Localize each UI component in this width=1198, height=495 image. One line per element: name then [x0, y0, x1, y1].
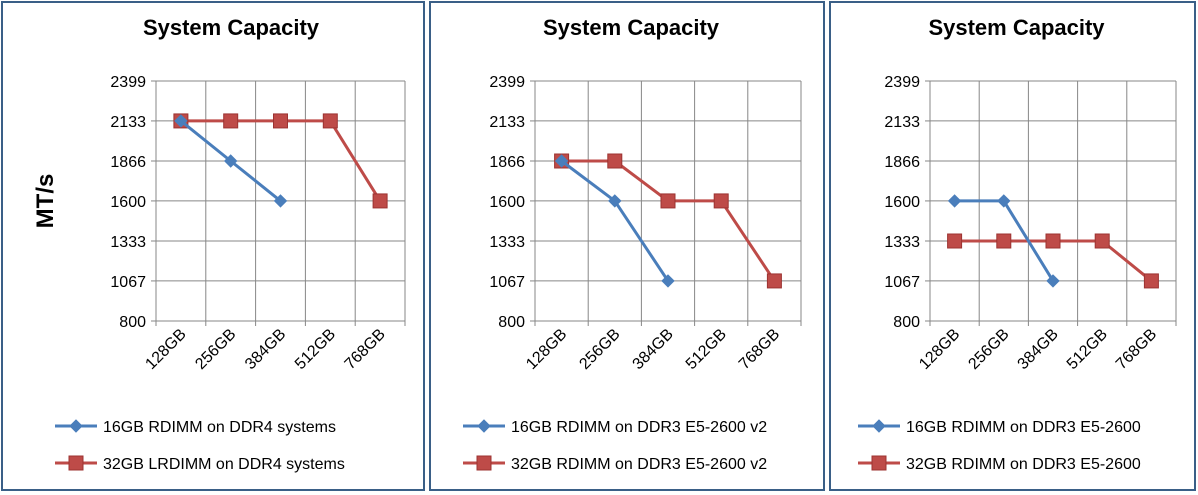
chart-title: System Capacity — [543, 15, 720, 40]
chart-panel-ddr3-v2: System Capacity 2399 2133 1866 1600 1333 1067 8… — [429, 1, 825, 491]
series-line — [560, 159, 670, 282]
legend-marker — [871, 455, 887, 471]
legend-marker — [476, 455, 492, 471]
y-tick-label: 2133 — [884, 114, 920, 131]
chart-svg-ddr3-v2: System Capacity 2399 2133 1866 1600 1333 1067 8… — [463, 15, 802, 473]
legend-marker — [68, 455, 84, 471]
y-tick-label: 2133 — [110, 114, 146, 131]
legend-marker — [872, 419, 886, 433]
x-tick-label: 128GB — [523, 326, 570, 373]
x-tick-label: 384GB — [630, 326, 677, 373]
x-tick-label: 512GB — [1064, 326, 1111, 373]
y-tick-label: 1866 — [489, 154, 525, 171]
series-line — [561, 159, 776, 282]
data-point — [554, 154, 569, 168]
data-point — [1046, 274, 1060, 288]
data-point — [273, 113, 288, 129]
y-tick-label: 2133 — [489, 114, 525, 131]
legend-marker — [69, 419, 83, 433]
x-tick-label: 384GB — [1015, 326, 1062, 373]
legend-entry: 16GB RDIMM on DDR4 systems — [103, 419, 336, 436]
y-tick-label: 2399 — [110, 74, 146, 91]
y-tick-label: 1333 — [884, 234, 920, 251]
legend-entry: 16GB RDIMM on DDR3 E5-2600 v2 — [511, 419, 767, 436]
data-point — [1143, 273, 1159, 289]
x-tick-label: 512GB — [292, 326, 339, 373]
data-point — [996, 233, 1012, 249]
x-tick-label: 256GB — [965, 326, 1012, 373]
data-point — [223, 154, 238, 168]
x-tick-label: 512GB — [683, 326, 730, 373]
y-tick-label: 1866 — [110, 154, 146, 171]
y-tick-label: 1866 — [884, 154, 920, 171]
legend-entry: 16GB RDIMM on DDR3 E5-2600 — [906, 419, 1141, 436]
y-tick-label: 1333 — [110, 234, 146, 251]
chart-title: System Capacity — [928, 15, 1105, 40]
y-tick-label: 1600 — [884, 194, 920, 211]
data-point — [1094, 233, 1110, 249]
legend-entry: 32GB LRDIMM on DDR4 systems — [103, 456, 345, 473]
y-tick-label: 1067 — [110, 274, 146, 291]
x-tick-label: 768GB — [1113, 326, 1160, 373]
y-tick-label: 800 — [893, 314, 920, 331]
chart-title: System Capacity — [143, 15, 320, 40]
data-point — [947, 233, 963, 249]
y-tick-label: 1600 — [489, 194, 525, 211]
data-point — [947, 194, 962, 208]
data-point — [174, 114, 188, 128]
x-tick-label: 128GB — [916, 326, 963, 373]
chart-svg-ddr3: System Capacity 2399 2133 1866 1600 1333 1067 8… — [858, 15, 1177, 473]
x-tick-label: 256GB — [576, 326, 623, 373]
legend-entry: 32GB RDIMM on DDR3 E5-2600 — [906, 456, 1141, 473]
chart-svg-ddr4: System Capacity MT/s 2399 2133 1866 1600 1333 1… — [32, 15, 406, 473]
x-tick-label: 128GB — [142, 326, 189, 373]
y-tick-label: 2399 — [489, 74, 525, 91]
y-tick-label: 800 — [119, 314, 146, 331]
data-point — [322, 113, 338, 129]
data-point — [273, 194, 288, 208]
legend-entry: 32GB RDIMM on DDR3 E5-2600 v2 — [511, 456, 767, 473]
data-point — [607, 153, 623, 169]
y-tick-label: 1333 — [489, 234, 525, 251]
x-tick-label: 768GB — [342, 326, 389, 373]
y-tick-label: 800 — [498, 314, 525, 331]
y-axis-label: MT/s — [32, 174, 59, 229]
data-point — [372, 193, 388, 209]
data-point — [660, 193, 676, 209]
data-point — [997, 194, 1011, 208]
chart-panel-ddr3: System Capacity 2399 2133 1866 1600 1333 1067 8… — [829, 1, 1196, 491]
data-point — [661, 274, 675, 288]
data-point — [713, 193, 729, 209]
x-tick-label: 256GB — [192, 326, 239, 373]
legend-marker — [477, 419, 491, 433]
data-point — [608, 194, 622, 208]
x-tick-label: 384GB — [242, 326, 289, 373]
y-tick-label: 1067 — [884, 274, 920, 291]
y-tick-label: 1600 — [110, 194, 146, 211]
y-tick-label: 1067 — [489, 274, 525, 291]
data-point — [766, 273, 782, 289]
data-point — [1045, 233, 1061, 249]
x-tick-label: 768GB — [736, 326, 783, 373]
y-tick-label: 2399 — [884, 74, 920, 91]
chart-panel-ddr4: System Capacity MT/s 2399 2133 1866 1600 1333 1… — [1, 1, 425, 491]
data-point — [223, 113, 239, 129]
